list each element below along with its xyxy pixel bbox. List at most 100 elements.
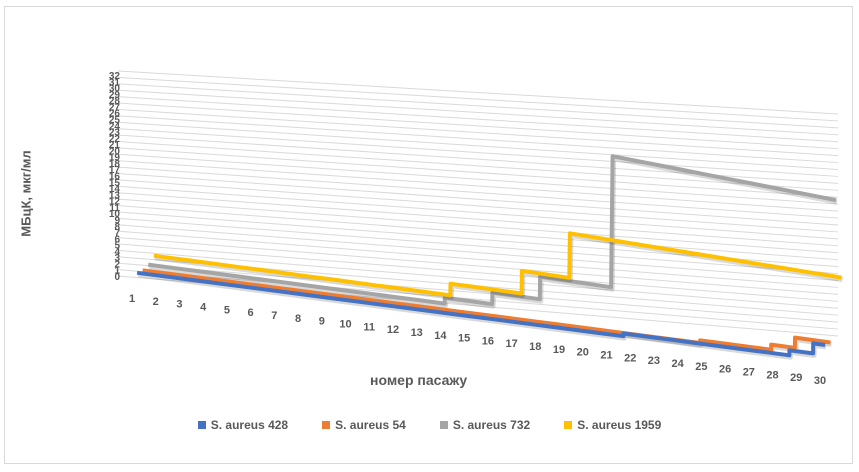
gridline: [117, 70, 839, 115]
x-tick-label: 19: [553, 344, 565, 356]
gridline: [117, 243, 839, 302]
legend-item: S. aureus 428: [197, 418, 289, 432]
gridline: [117, 89, 839, 136]
y-tick-label: 19: [109, 153, 121, 164]
legend-item: S. aureus 732: [439, 418, 531, 432]
gridline: [117, 179, 839, 233]
gridline: [117, 76, 839, 122]
x-tick-label: 8: [295, 313, 301, 325]
series-line-s-aureus-1959: [153, 231, 842, 298]
y-tick-label: 14: [109, 184, 121, 195]
x-tick-label: 10: [339, 318, 351, 330]
x-tick-label: 11: [363, 321, 375, 333]
legend-swatch: [564, 421, 573, 429]
y-tick-label: 15: [109, 178, 121, 189]
y-tick-label: 24: [109, 121, 121, 132]
gridline: [117, 166, 839, 219]
x-tick-label: 4: [200, 301, 207, 313]
x-tick-label: 2: [153, 296, 159, 308]
gridline: [117, 173, 839, 226]
gridline: [117, 237, 839, 295]
legend-item: S. aureus 54: [322, 418, 406, 432]
gridline: [117, 102, 839, 150]
y-tick-label: 17: [109, 165, 121, 176]
x-tick-label: 25: [695, 361, 707, 373]
gridline: [117, 205, 839, 261]
x-tick-label: 24: [672, 358, 685, 370]
y-tick-label: 12: [109, 197, 121, 208]
y-tick-label: 25: [109, 115, 121, 126]
y-tick-label: 13: [109, 190, 121, 201]
gridline: [117, 198, 839, 254]
x-tick-label: 27: [743, 367, 755, 379]
y-tick-label: 26: [109, 109, 121, 120]
x-tick-label: 18: [529, 341, 541, 353]
gridline: [117, 153, 839, 205]
gridline: [117, 192, 839, 247]
y-tick-label: 3: [114, 253, 120, 264]
x-tick-label: 14: [434, 330, 447, 342]
y-tick-label: 2: [114, 259, 120, 270]
gridline: [117, 230, 839, 288]
legend-label: S. aureus 428: [210, 418, 289, 432]
y-tick-label: 30: [109, 84, 121, 95]
y-tick-label: 29: [109, 90, 121, 101]
y-tick-label: 10: [109, 209, 121, 220]
x-tick-label: 5: [224, 304, 230, 316]
x-tick-label: 23: [648, 355, 660, 367]
x-tick-label: 1: [129, 293, 135, 305]
gridline: [117, 224, 839, 281]
series-line-s-aureus-428: [136, 270, 826, 358]
y-tick-label: 23: [109, 128, 121, 139]
y-tick-label: 18: [109, 159, 121, 170]
gridline: [117, 108, 839, 157]
y-tick-label: 11: [109, 203, 120, 214]
legend: S. aureus 428 S. aureus 54 S. aureus 732 S.…: [0, 418, 859, 432]
x-tick-label: 20: [577, 347, 589, 359]
y-tick-label: 32: [109, 71, 121, 82]
gridline: [117, 96, 839, 143]
y-tick-label: 28: [109, 96, 121, 107]
y-tick-label: 7: [114, 228, 120, 239]
x-tick-label: 9: [319, 316, 325, 328]
legend-swatch: [322, 421, 331, 429]
y-tick-label: 6: [114, 234, 120, 245]
legend-item: S. aureus 1959: [564, 418, 661, 432]
gridline: [117, 249, 839, 309]
x-tick-label: 3: [176, 299, 182, 311]
gridline: [117, 160, 839, 212]
x-tick-label: 22: [624, 352, 636, 364]
y-tick-label: 16: [109, 172, 121, 183]
gridline: [117, 128, 839, 177]
gridline: [117, 262, 839, 323]
gridline: [117, 140, 839, 191]
x-tick-label: 17: [505, 338, 517, 350]
gridline: [117, 115, 839, 164]
x-tick-label: 30: [814, 375, 826, 387]
legend-label: S. aureus 1959: [577, 418, 662, 432]
y-tick-label: 9: [114, 215, 120, 226]
x-tick-label: 28: [766, 369, 778, 381]
legend-label: S. aureus 732: [452, 418, 531, 432]
gridline: [117, 83, 839, 129]
x-tick-label: 29: [790, 372, 802, 384]
y-tick-label: 20: [109, 146, 121, 157]
gridline: [117, 269, 839, 330]
x-tick-label: 12: [387, 324, 399, 336]
x-tick-label: 16: [482, 335, 494, 347]
y-tick-label: 8: [114, 222, 120, 233]
gridline: [117, 185, 839, 240]
y-tick-label: 1: [114, 266, 120, 277]
gridline: [117, 217, 839, 275]
legend-label: S. aureus 54: [335, 418, 406, 432]
chart-frame: [4, 6, 853, 464]
legend-swatch: [439, 421, 448, 429]
x-axis-label: номер пасажу: [370, 372, 468, 388]
x-tick-label: 15: [458, 333, 470, 345]
x-tick-label: 21: [600, 350, 612, 362]
x-tick-label: 6: [248, 307, 254, 319]
y-tick-label: 5: [114, 241, 120, 252]
y-tick-label: 21: [109, 140, 121, 151]
legend-swatch: [197, 421, 206, 429]
x-tick-label: 13: [411, 327, 423, 339]
